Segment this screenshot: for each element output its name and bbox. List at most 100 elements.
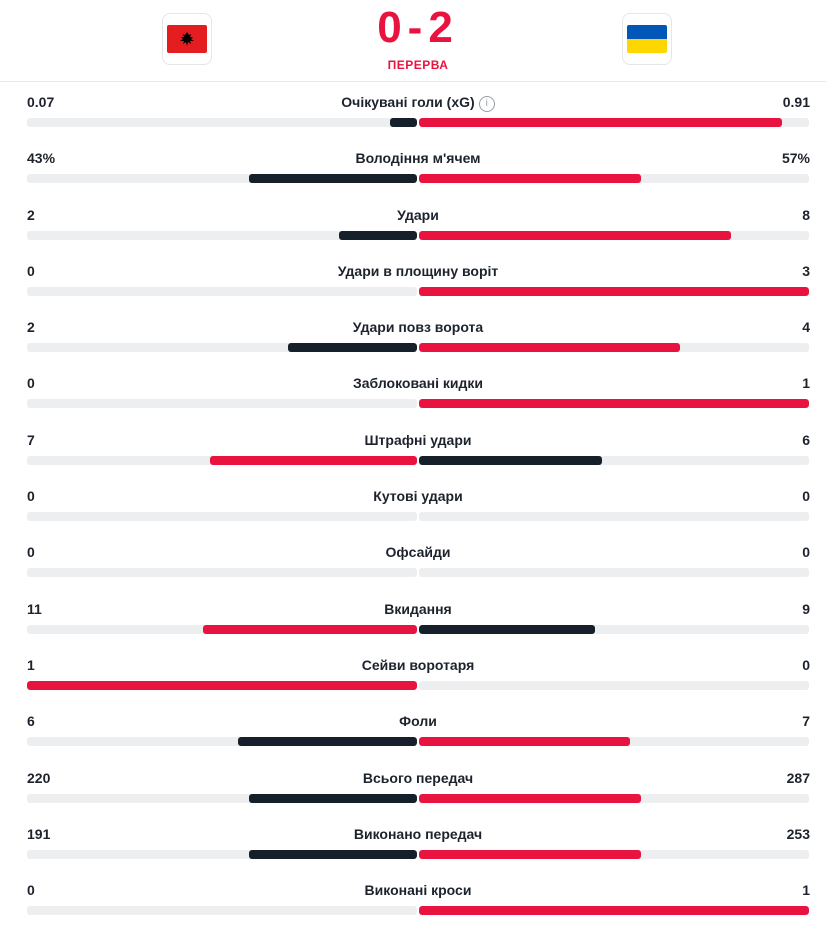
away-stat-value: 287 [786, 769, 810, 786]
stat-label-text: Вкидання [384, 600, 452, 617]
stat-label-text: Очікувані голи (xG) [341, 94, 475, 110]
home-stat-value: 220 [27, 769, 51, 786]
away-stat-value: 9 [802, 600, 810, 617]
away-stat-bar-fill [419, 737, 630, 747]
away-stat-value: 1 [802, 375, 810, 392]
albania-flag-icon [167, 25, 207, 53]
home-stat-bar-track [27, 680, 417, 690]
stat-label: Офсайди [150, 544, 686, 560]
home-stat-bar-fill [339, 230, 417, 240]
away-stat-bar-track [419, 174, 809, 184]
away-stat-bar-track [419, 624, 809, 634]
home-stat-value: 7 [27, 431, 35, 448]
away-stat-bar-track [419, 455, 809, 465]
away-stat-bar-fill [419, 399, 809, 409]
away-stat-bar-fill [419, 793, 642, 803]
info-icon[interactable]: i [478, 96, 495, 112]
stat-label: Удари [150, 207, 686, 223]
home-stat-bar-track [27, 455, 417, 465]
away-stat-bar-fill [419, 286, 809, 296]
stat-row: 2 Удари повз ворота 4 [0, 315, 826, 371]
home-stat-bar-track [27, 286, 417, 296]
stat-row: 0 Заблоковані кидки 1 [0, 371, 826, 427]
away-stat-value: 1 [802, 882, 810, 899]
match-header: 0-2 ПЕРЕРВА [0, 0, 826, 82]
stat-row: 6 Фоли 7 [0, 709, 826, 765]
away-stat-value: 0 [802, 656, 810, 673]
match-status: ПЕРЕРВА [387, 58, 449, 72]
stat-label: Удари в площину воріт [150, 263, 686, 279]
away-team-logo[interactable] [622, 13, 672, 65]
home-stat-bar-track [27, 849, 417, 859]
away-stat-bar-track [419, 230, 809, 240]
away-stat-bar-track [419, 568, 809, 578]
home-stat-value: 0.07 [27, 94, 55, 110]
away-stat-value: 0 [802, 544, 810, 561]
stat-row: 191 Виконано передач 253 [0, 822, 826, 878]
home-stat-value: 2 [27, 206, 35, 223]
stat-label: Штрафні удари [150, 432, 686, 448]
stat-row: 43% Володіння м'ячем 57% [0, 146, 826, 202]
stat-label-text: Заблоковані кидки [352, 375, 484, 392]
away-stat-bar-fill [419, 624, 595, 634]
stat-label-text: Володіння м'ячем [355, 150, 481, 167]
away-stat-value: 3 [802, 262, 810, 279]
home-stat-value: 0 [27, 544, 35, 561]
stat-label: Сейви воротаря [150, 657, 686, 673]
match-stats-list: 0.07 Очікувані голи (xG) i 0.91 43% Володіння… [0, 90, 826, 934]
home-stat-bar-track [27, 624, 417, 634]
home-stat-value: 43% [27, 150, 56, 167]
away-stat-bar-track [419, 793, 809, 803]
home-stat-bar-track [27, 512, 417, 522]
away-stat-value: 57% [781, 150, 810, 167]
stat-label: Виконано передач [150, 826, 686, 842]
home-stat-value: 0 [27, 375, 35, 392]
home-stat-bar-track [27, 793, 417, 803]
stat-row: 0 Виконані кроси 1 [0, 878, 826, 934]
away-stat-bar-track [419, 849, 809, 859]
home-stat-bar-fill [210, 455, 417, 465]
home-stat-bar-fill [249, 793, 417, 803]
home-stat-bar-track [27, 906, 417, 916]
home-team-logo[interactable] [162, 13, 212, 65]
stat-label: Всього передач [150, 770, 686, 786]
stat-label: Вкидання [150, 601, 686, 617]
away-stat-value: 4 [802, 319, 810, 336]
away-stat-bar-fill [419, 455, 603, 465]
stat-label-text: Штрафні удари [364, 431, 472, 448]
stat-label: Очікувані голи (xG) i [150, 94, 686, 112]
stat-label-text: Удари [397, 206, 439, 223]
stat-row: 0 Офсайди 0 [0, 540, 826, 596]
away-stat-bar-track [419, 906, 809, 916]
away-stat-bar-track [419, 399, 809, 409]
home-stat-bar-track [27, 343, 417, 353]
match-score: 0-2 [377, 3, 459, 52]
stat-label: Кутові удари [150, 488, 686, 504]
away-stat-bar-track [419, 118, 809, 127]
stat-row: 0.07 Очікувані голи (xG) i 0.91 [0, 90, 826, 146]
away-stat-bar-fill [419, 849, 642, 859]
stat-label-text: Удари повз ворота [352, 319, 484, 336]
stat-label: Виконані кроси [150, 882, 686, 898]
away-stat-bar-track [419, 512, 809, 522]
ukraine-flag-icon [627, 25, 667, 53]
stat-label-text: Кутові удари [373, 488, 463, 505]
home-stat-bar-fill [389, 118, 417, 127]
away-stat-bar-track [419, 680, 809, 690]
away-stat-bar-track [419, 737, 809, 747]
stat-label: Удари повз ворота [150, 319, 686, 335]
home-stat-bar-fill [288, 343, 417, 353]
away-stat-bar-fill [419, 118, 782, 127]
stat-label-text: Фоли [399, 713, 437, 730]
away-stat-bar-fill [419, 174, 642, 184]
stat-label-text: Удари в площину воріт [337, 262, 499, 279]
home-stat-bar-track [27, 568, 417, 578]
home-stat-bar-track [27, 118, 417, 127]
home-stat-bar-fill [202, 624, 417, 634]
home-stat-bar-track [27, 174, 417, 184]
stat-row: 0 Кутові удари 0 [0, 484, 826, 540]
home-stat-bar-track [27, 399, 417, 409]
stat-label: Володіння м'ячем [150, 150, 686, 166]
stat-row: 220 Всього передач 287 [0, 766, 826, 822]
home-stat-value: 2 [27, 319, 35, 336]
